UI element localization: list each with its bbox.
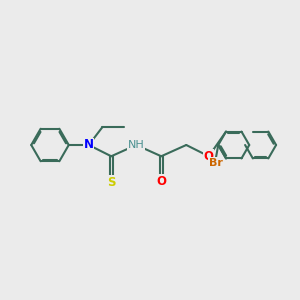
Text: Br: Br — [209, 158, 223, 168]
Text: S: S — [107, 176, 116, 189]
Text: NH: NH — [128, 140, 145, 150]
Text: NH: NH — [128, 140, 145, 150]
Text: N: N — [84, 139, 94, 152]
Text: O: O — [156, 175, 166, 188]
Text: O: O — [204, 150, 214, 163]
Text: O: O — [156, 175, 166, 188]
Text: N: N — [84, 139, 94, 152]
Text: Br: Br — [209, 158, 223, 168]
Text: O: O — [204, 150, 214, 163]
Text: S: S — [107, 176, 116, 189]
